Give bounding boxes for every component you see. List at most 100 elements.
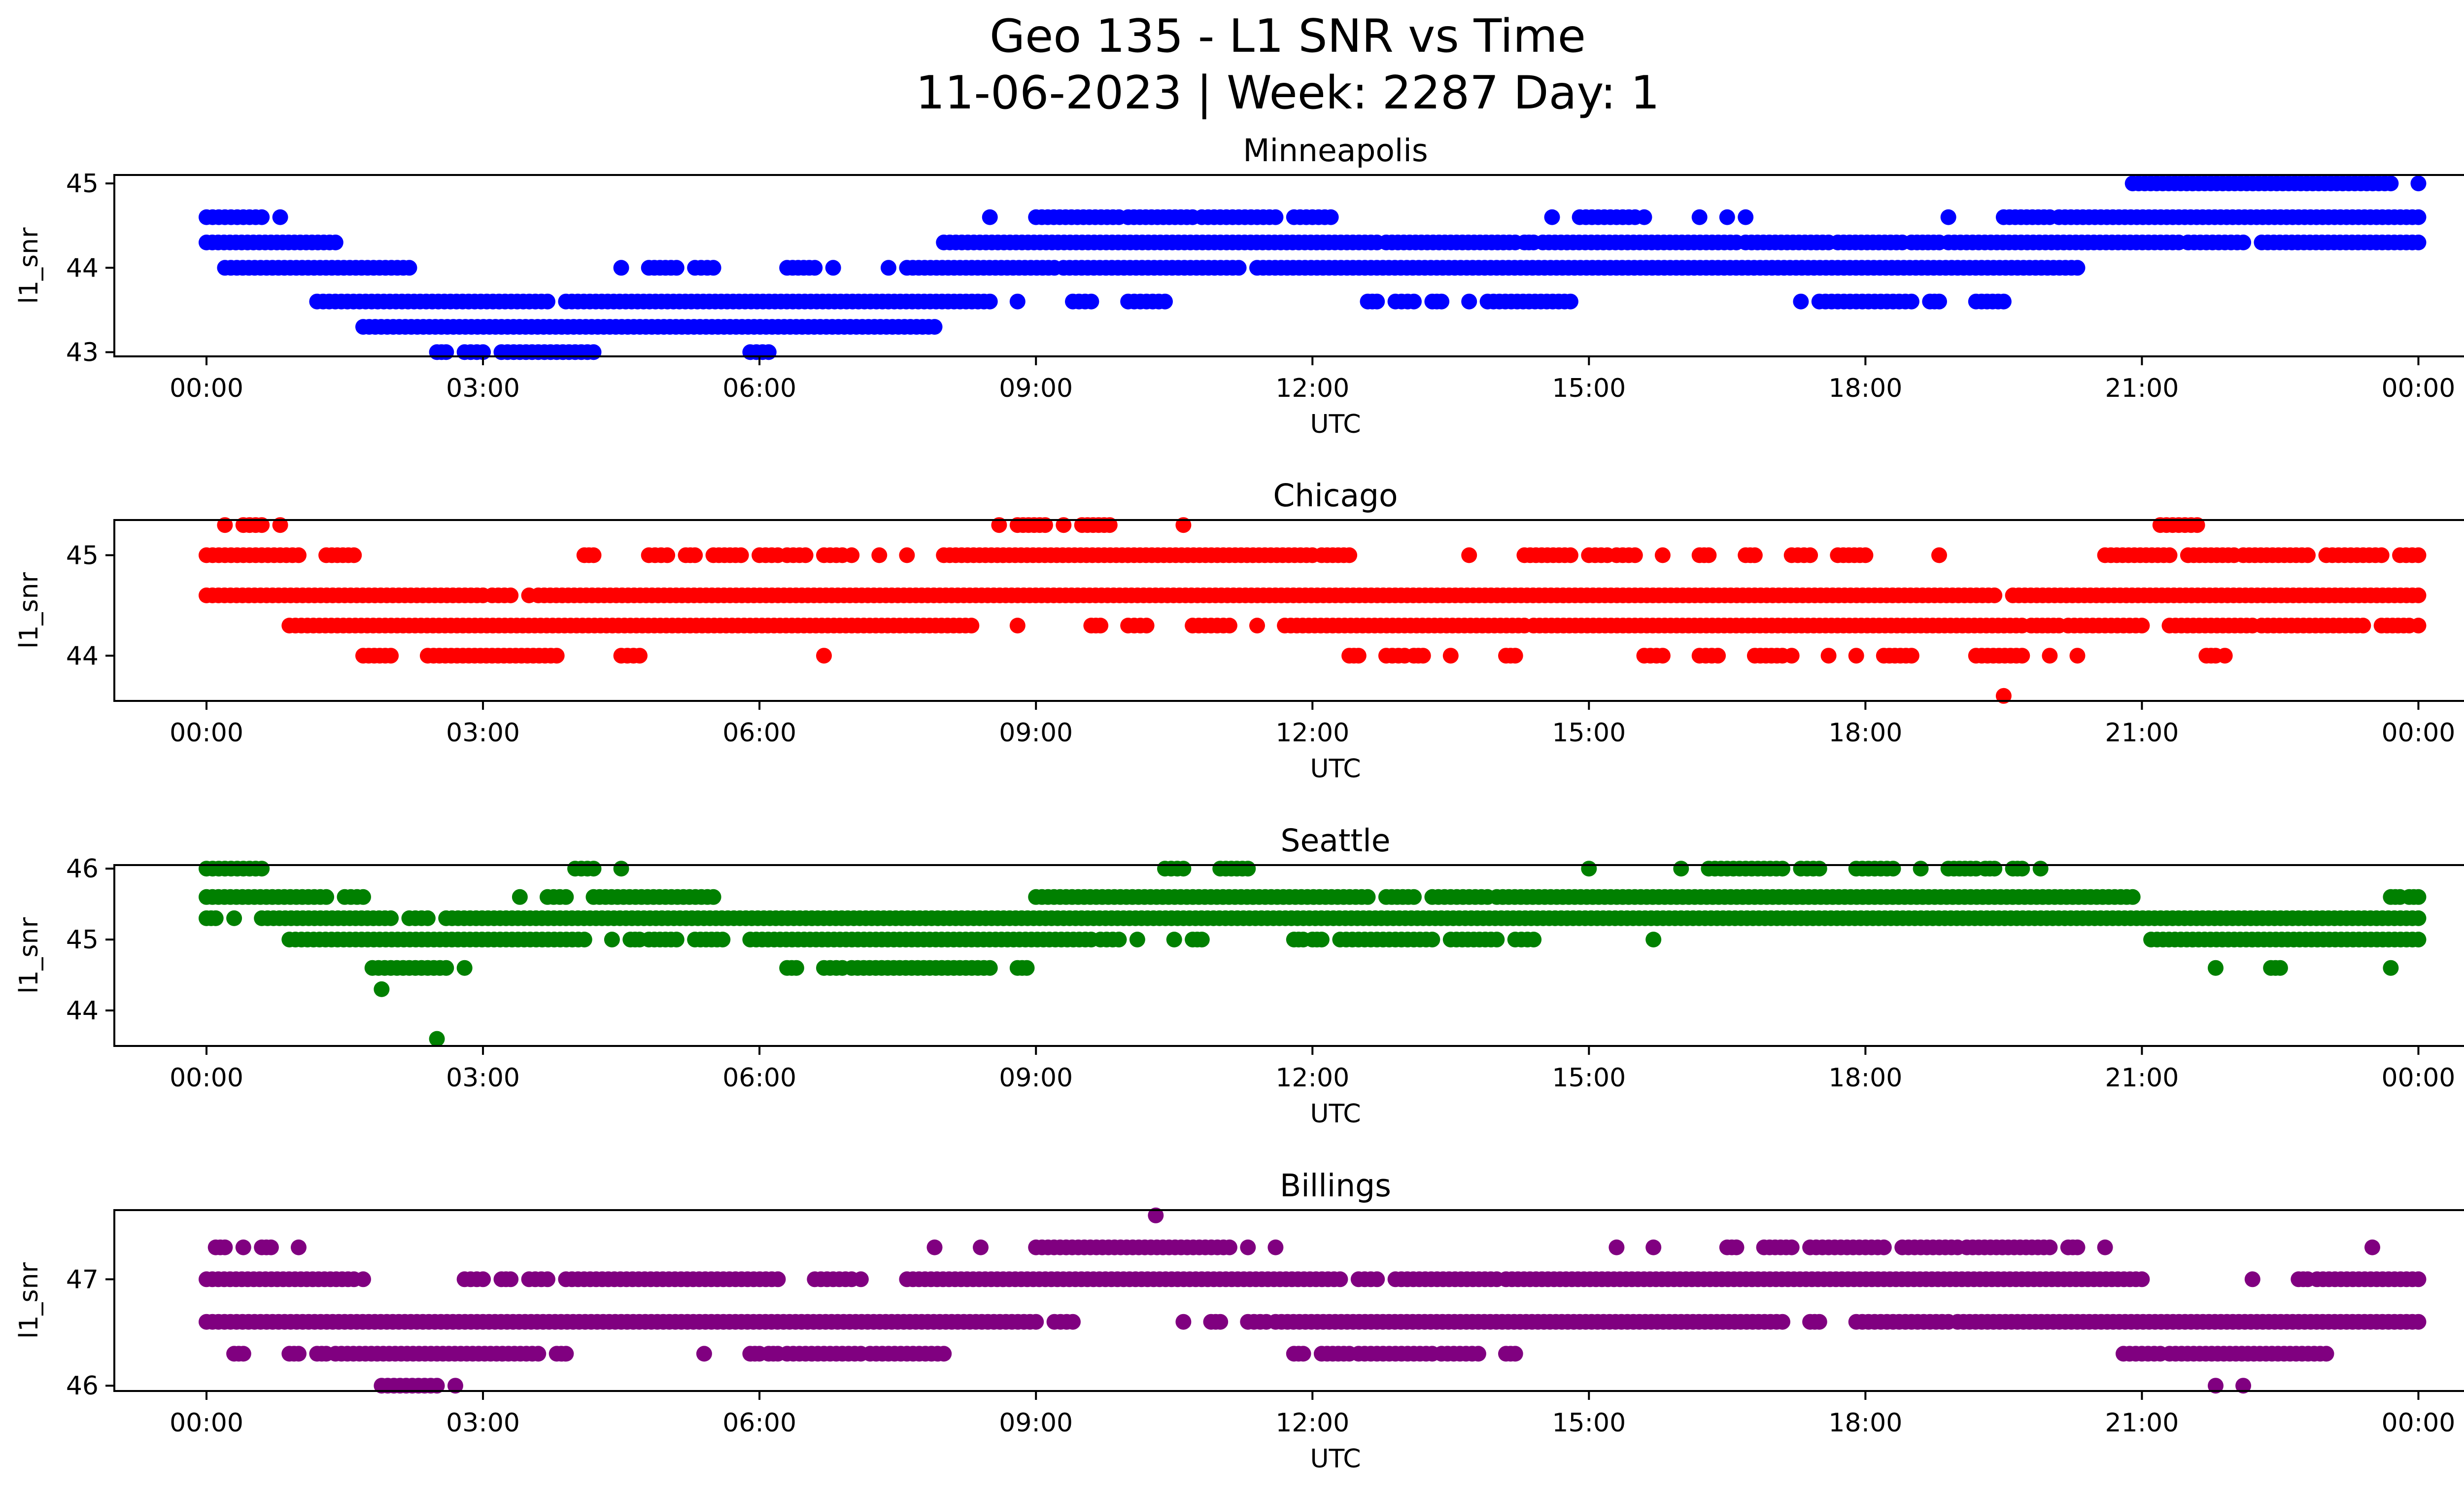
data-point	[576, 932, 592, 948]
data-point	[226, 910, 242, 926]
data-point	[963, 618, 980, 634]
data-point	[2161, 547, 2178, 563]
data-point	[687, 547, 703, 563]
data-point	[585, 547, 602, 563]
x-tick-label: 00:00	[170, 1063, 243, 1093]
data-point	[503, 1271, 519, 1287]
x-tick-label: 18:00	[1828, 718, 1902, 748]
x-tick-label: 12:00	[1275, 1063, 1349, 1093]
data-point	[1738, 209, 1754, 225]
data-point	[1746, 547, 1763, 563]
data-point	[1489, 932, 1505, 948]
data-point	[1221, 618, 1237, 634]
data-point	[1645, 1239, 1662, 1255]
data-point	[1526, 932, 1542, 948]
data-point	[668, 932, 684, 948]
data-point	[1507, 1346, 1523, 1362]
data-point	[1783, 1239, 1800, 1255]
data-point	[2069, 260, 2086, 276]
subplot-billings: Billings 00:00 03:00 06:00 09:00 12:00 15:00 18…	[14, 1168, 2464, 1474]
data-point	[438, 344, 454, 360]
data-point	[1461, 547, 1477, 563]
data-point	[982, 293, 998, 310]
data-point	[383, 910, 399, 926]
data-point	[355, 1271, 371, 1287]
x-tick-label: 03:00	[446, 1063, 520, 1093]
data-point	[2014, 861, 2030, 877]
data-point	[1719, 209, 1735, 225]
data-point	[2208, 1378, 2224, 1394]
data-point	[1083, 293, 1099, 310]
data-point	[668, 260, 684, 276]
data-point	[1148, 1207, 1164, 1223]
data-point	[705, 260, 721, 276]
x-tick-label: 12:00	[1275, 718, 1349, 748]
data-point	[1129, 932, 1145, 948]
data-point	[2124, 889, 2141, 905]
x-tick-label: 09:00	[999, 1408, 1073, 1438]
data-point	[1802, 547, 1818, 563]
data-point	[291, 547, 307, 563]
data-point	[2410, 932, 2427, 948]
data-point	[1636, 209, 1652, 225]
data-point	[2235, 1378, 2252, 1394]
data-point	[558, 889, 574, 905]
data-point	[613, 861, 629, 877]
axes-frame	[113, 519, 2464, 702]
data-point	[2069, 1239, 2086, 1255]
data-point	[456, 960, 473, 976]
data-point	[1995, 293, 2012, 310]
data-point	[2410, 618, 2427, 634]
data-point	[1166, 932, 1182, 948]
axes-frame	[113, 1209, 2464, 1392]
data-point	[1313, 932, 1330, 948]
data-point	[2217, 648, 2233, 664]
figure-title-line2: 11-06-2023 | Week: 2287 Day: 1	[916, 66, 1660, 119]
data-point	[1793, 293, 1809, 310]
data-point	[1332, 1271, 1348, 1287]
data-point	[1056, 517, 1072, 533]
data-point	[2097, 1239, 2113, 1255]
data-point	[429, 1378, 445, 1394]
data-point	[263, 1239, 279, 1255]
data-point	[2244, 1271, 2260, 1287]
data-point	[733, 547, 749, 563]
data-point	[982, 209, 998, 225]
data-point	[1065, 1314, 1081, 1330]
x-tick-label: 06:00	[722, 718, 796, 748]
x-axis-label: UTC	[1310, 754, 1361, 784]
data-point	[871, 547, 888, 563]
data-point	[2410, 1314, 2427, 1330]
data-point	[1240, 1239, 1256, 1255]
y-tick-label: 44	[66, 641, 99, 671]
data-point	[2364, 1239, 2380, 1255]
data-point	[429, 1031, 445, 1047]
data-point	[291, 1346, 307, 1362]
data-point	[1424, 932, 1440, 948]
data-point	[475, 1271, 491, 1287]
data-point	[2383, 175, 2399, 192]
data-point	[1654, 648, 1671, 664]
x-tick-label: 12:00	[1275, 1408, 1349, 1438]
data-point	[1876, 1239, 1892, 1255]
subplot-title: Chicago	[1273, 478, 1398, 514]
data-point	[1913, 861, 1929, 877]
data-point	[1562, 293, 1578, 310]
y-tick-label: 45	[66, 541, 99, 570]
data-point	[540, 293, 555, 310]
data-point	[2134, 1271, 2150, 1287]
data-point	[1267, 1239, 1284, 1255]
data-point	[1360, 889, 1376, 905]
data-point	[936, 1346, 952, 1362]
data-point	[1093, 618, 1109, 634]
x-tick-label: 00:00	[170, 374, 243, 403]
data-series	[199, 517, 2427, 704]
subplot-minneapolis: Minneapolis 00:00 03:00 06:00 09:00 12:00 15:0…	[14, 133, 2464, 439]
data-series	[199, 1207, 2427, 1394]
x-axis-label: UTC	[1310, 1444, 1361, 1474]
data-point	[853, 1271, 869, 1287]
data-point	[558, 1346, 574, 1362]
data-point	[2410, 234, 2427, 250]
x-tick-label: 06:00	[722, 374, 796, 403]
